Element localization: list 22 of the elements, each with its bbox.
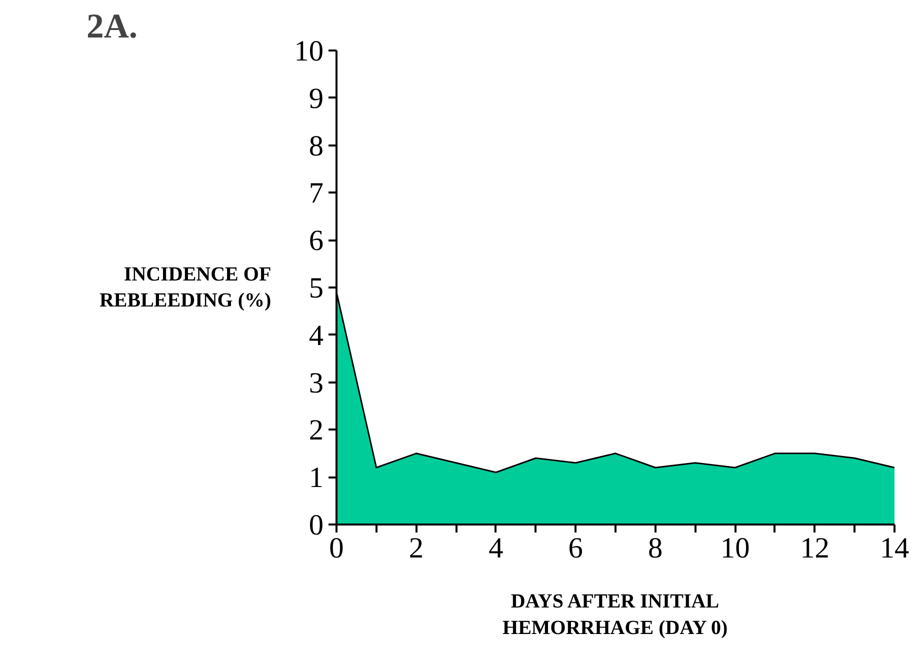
y-tick-label: 0 — [308, 510, 324, 542]
y-tick-label: 8 — [308, 130, 324, 162]
y-axis-title: INCIDENCE OF REBLEEDING (%) — [99, 263, 272, 312]
y-tick-label: 6 — [308, 225, 324, 258]
x-tick-label: 6 — [568, 532, 583, 564]
x-axis-title: DAYS AFTER INITIAL HEMORRHAGE (DAY 0) — [502, 590, 728, 639]
x-tick-label: 4 — [488, 532, 504, 564]
y-tick-label: 10 — [294, 36, 324, 68]
x-tick-label: 0 — [329, 532, 344, 564]
x-tick-label: 12 — [800, 532, 830, 564]
y-tick-label: 2 — [308, 414, 324, 447]
x-tick-label: 8 — [648, 532, 663, 564]
y-tick-label: 9 — [308, 82, 324, 115]
x-tick-label: 14 — [880, 532, 910, 564]
x-tick-label: 10 — [720, 532, 750, 564]
y-tick-label: 3 — [308, 367, 324, 400]
y-tick-label: 7 — [308, 178, 324, 210]
y-tick-label: 1 — [308, 462, 324, 494]
y-tick-label: 5 — [308, 272, 324, 304]
chart-title: 2A. — [86, 8, 138, 46]
x-tick-label: 2 — [408, 532, 424, 564]
y-tick-label: 4 — [308, 320, 324, 352]
